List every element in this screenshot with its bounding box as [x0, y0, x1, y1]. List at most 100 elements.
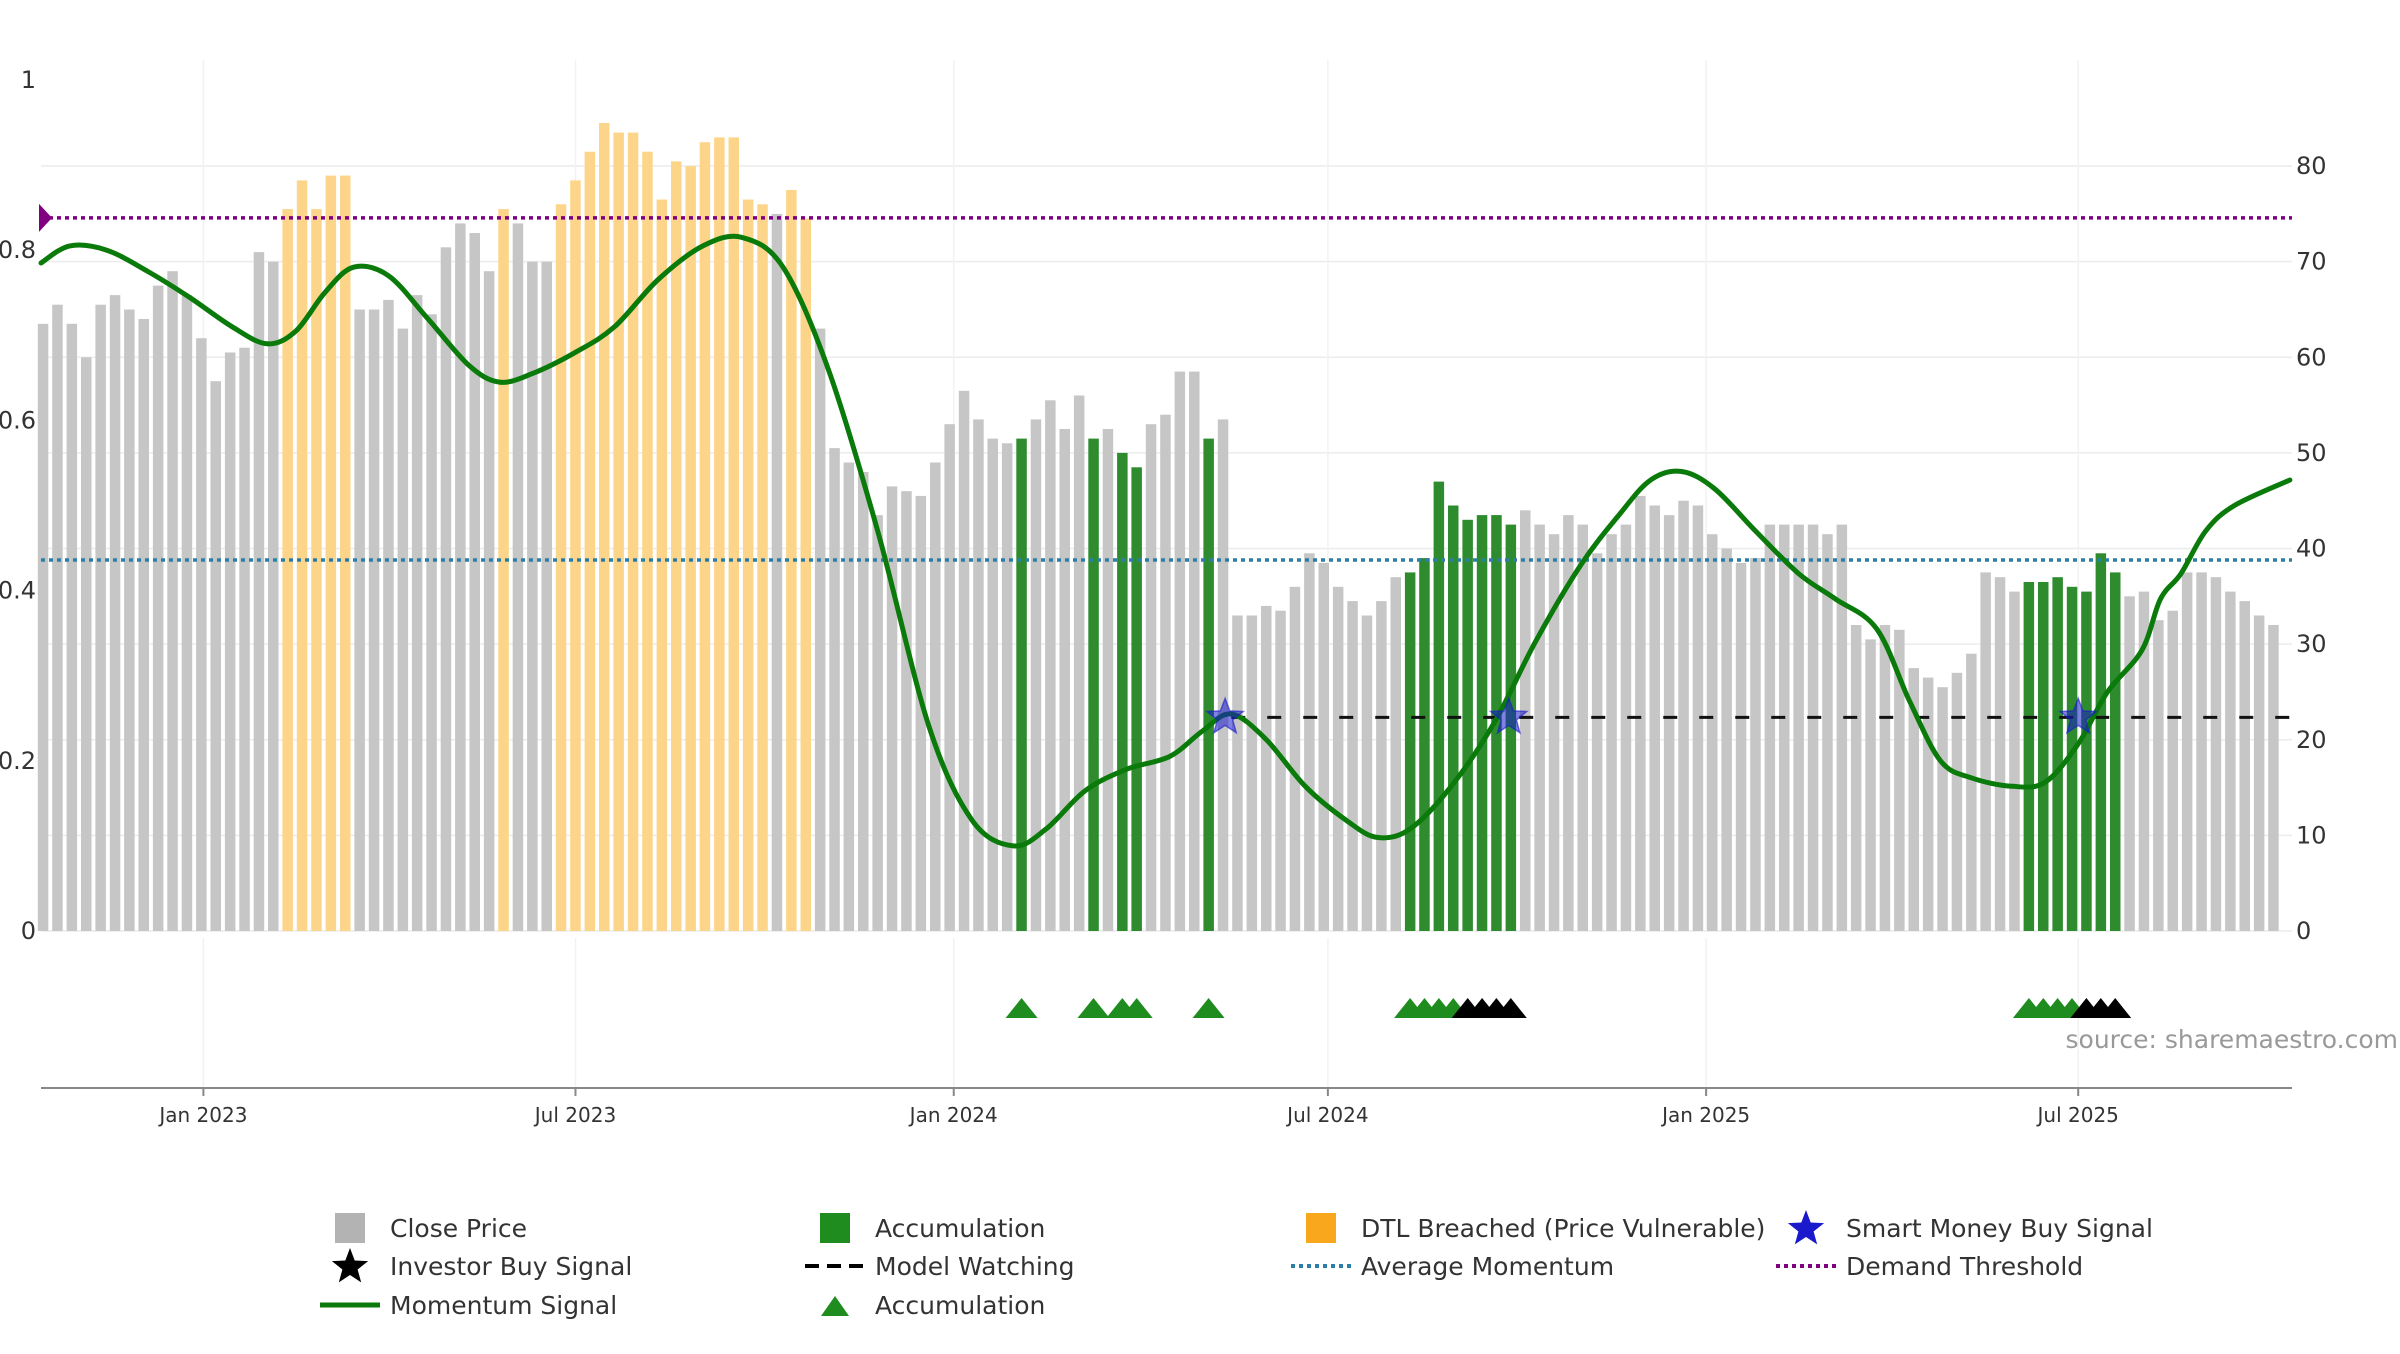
investor-buy-triangle — [1494, 998, 1527, 1018]
price-bar — [1404, 572, 1416, 931]
price-bar — [2239, 601, 2250, 931]
price-bar — [944, 424, 955, 931]
legend-label: Model Watching — [875, 1251, 1075, 1281]
legend-label: Demand Threshold — [1846, 1251, 2084, 1281]
price-bar — [181, 295, 193, 932]
price-bar — [843, 462, 855, 931]
price-bar — [627, 132, 639, 932]
legend-swatch — [331, 1248, 369, 1283]
price-bar — [1030, 419, 1042, 931]
right-tick-label: 70 — [2296, 248, 2327, 276]
legend-item: Investor Buy Signal — [320, 1248, 632, 1284]
price-bar — [2196, 572, 2207, 931]
left-tick-label: 1 — [21, 66, 36, 94]
right-tick-label: 80 — [2296, 152, 2327, 180]
price-bar — [1750, 558, 1761, 931]
price-bar — [2167, 610, 2178, 931]
price-bar — [1980, 572, 1991, 931]
price-bar — [138, 319, 149, 931]
price-bar — [2124, 596, 2135, 931]
price-bar — [814, 328, 826, 932]
legend-label: DTL Breached (Price Vulnerable) — [1361, 1213, 1766, 1243]
price-bar — [800, 218, 811, 932]
price-bar — [1836, 524, 1848, 931]
price-bar — [124, 309, 135, 931]
price-bar — [599, 123, 610, 931]
smart-money-buy-star — [2058, 696, 2099, 735]
legend-symbol-square-icon — [335, 1213, 365, 1243]
price-bar — [987, 438, 998, 931]
price-bar — [1721, 548, 1732, 931]
price-bar — [354, 309, 365, 931]
bars-layer — [37, 123, 2279, 932]
right-tick-label: 20 — [2296, 726, 2327, 754]
price-bar — [1779, 524, 1790, 931]
price-bar — [1735, 562, 1747, 931]
price-bar — [383, 299, 394, 931]
price-bar — [440, 247, 452, 932]
price-bar — [1563, 515, 1574, 931]
price-bar — [1361, 615, 1373, 931]
price-bar — [1663, 515, 1675, 931]
price-bar — [886, 486, 898, 931]
legend-symbol-dotted-icon — [1291, 1264, 1351, 1268]
investor-buy-triangle — [2099, 998, 2132, 1018]
legend-swatch — [1306, 1213, 1336, 1243]
price-bar — [714, 137, 725, 931]
smart-money-buy-star — [1204, 696, 1246, 735]
price-bar — [1764, 524, 1776, 931]
price-bar — [1937, 687, 1948, 931]
price-bar — [1476, 515, 1488, 931]
markers-layer — [1005, 696, 2132, 1018]
price-bar — [296, 180, 308, 931]
legend-item: Close Price — [320, 1210, 527, 1246]
price-bar — [541, 261, 552, 931]
price-bar — [2253, 615, 2265, 931]
price-bar — [757, 204, 768, 932]
demand-threshold-marker — [39, 203, 52, 232]
price-bar — [1865, 639, 1876, 931]
right-tick-label: 40 — [2296, 535, 2327, 563]
price-bar — [1376, 601, 1387, 931]
accumulation-triangle — [1120, 998, 1153, 1018]
price-bar — [2268, 625, 2279, 931]
price-bar — [1966, 653, 1977, 931]
price-bar — [1850, 625, 1862, 931]
price-bar — [498, 209, 509, 932]
price-bar — [1606, 534, 1617, 931]
price-bar — [426, 314, 437, 931]
price-bar — [1577, 524, 1588, 931]
left-tick-label: 0.8 — [0, 236, 36, 264]
legend-label: Close Price — [390, 1213, 528, 1243]
legend-item: DTL Breached (Price Vulnerable) — [1291, 1210, 1765, 1246]
price-bar — [2210, 577, 2222, 931]
price-bar — [1088, 438, 1099, 931]
price-bar — [1520, 510, 1531, 931]
legend-label: Smart Money Buy Signal — [1846, 1213, 2153, 1243]
price-bar — [1822, 534, 1833, 931]
price-bar — [311, 209, 322, 932]
legend-item: Model Watching — [805, 1248, 1075, 1284]
right-tick-label: 50 — [2296, 439, 2327, 467]
legend-item: Accumulation — [805, 1210, 1045, 1246]
price-bar — [685, 166, 696, 932]
momentum-signal-line — [38, 233, 2293, 849]
price-bar — [872, 515, 883, 931]
x-tick-label: Jul 2025 — [2036, 1103, 2119, 1127]
price-bar — [829, 448, 840, 931]
price-bar — [1879, 625, 1891, 931]
price-bar — [2023, 582, 2035, 931]
left-tick-label: 0.2 — [0, 747, 36, 775]
price-bar — [2095, 553, 2107, 931]
price-bar — [483, 271, 495, 931]
price-bar — [1016, 438, 1027, 931]
price-bar — [1217, 419, 1229, 931]
accumulation-triangle — [1077, 998, 1110, 1018]
legend-item: Momentum Signal — [320, 1287, 617, 1323]
price-bar — [411, 295, 423, 932]
price-bar — [1419, 558, 1430, 931]
legend-label: Accumulation — [875, 1213, 1046, 1243]
price-bar — [2081, 591, 2092, 931]
price-bar — [455, 223, 466, 931]
